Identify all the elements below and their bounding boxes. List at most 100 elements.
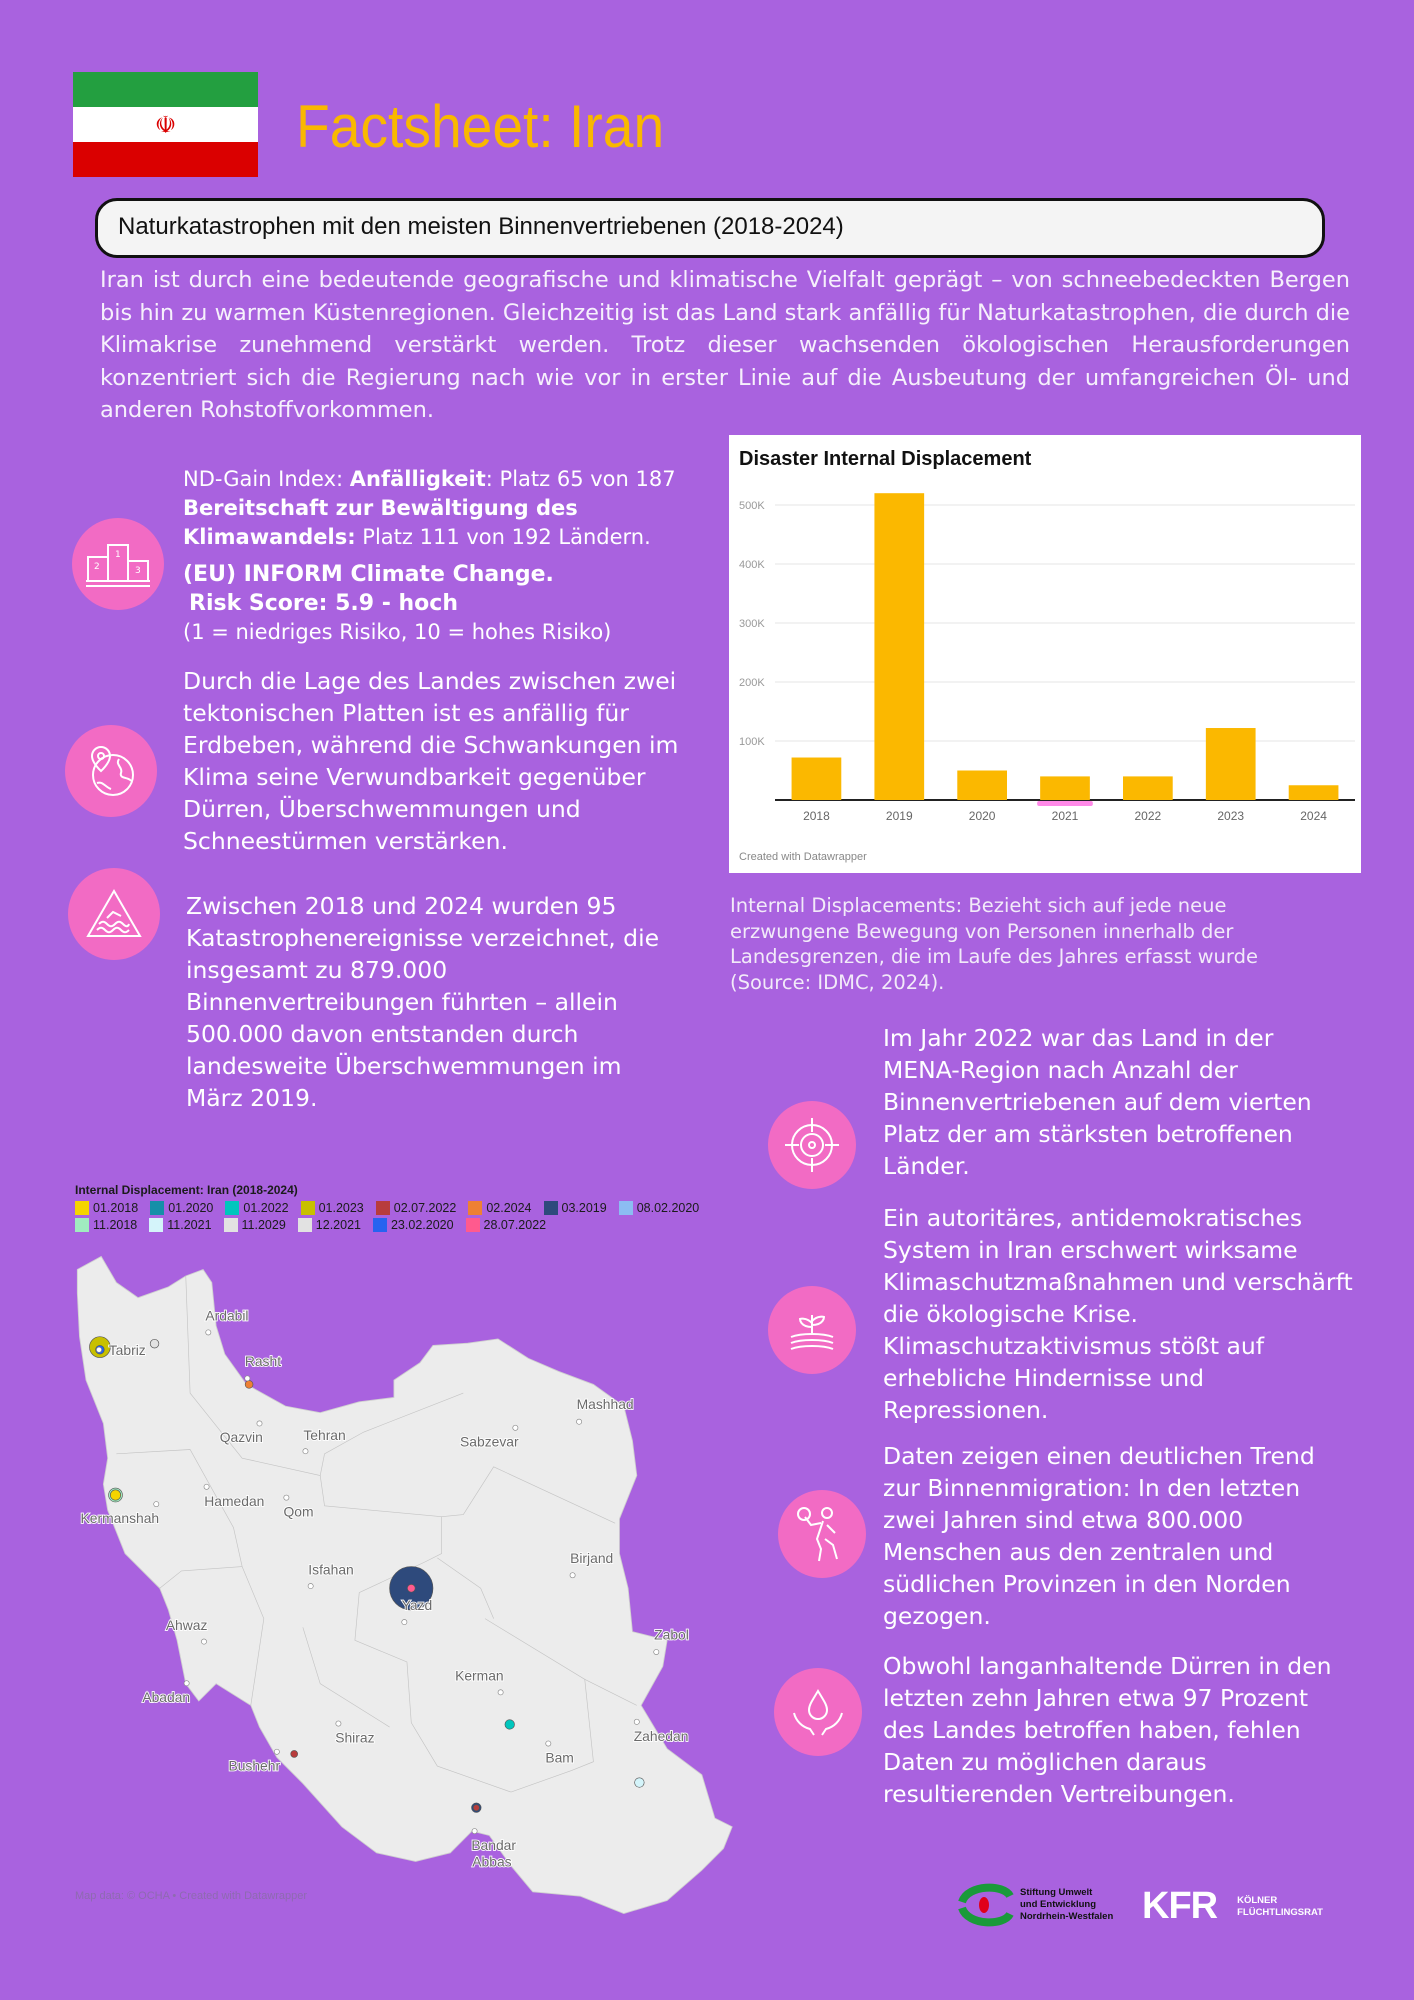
risk-score: Risk Score: 5.9 - hoch bbox=[189, 591, 458, 616]
inform-label: (EU) INFORM Climate Change. bbox=[183, 562, 554, 587]
legend-label: 02.07.2022 bbox=[393, 1201, 457, 1215]
globe-location-icon bbox=[65, 725, 157, 817]
legend-item[interactable]: 12.2021 bbox=[297, 1218, 361, 1232]
displacement-marker[interactable] bbox=[407, 1584, 416, 1593]
y-tick-label: 300K bbox=[739, 618, 765, 630]
y-tick-label: 200K bbox=[739, 677, 765, 689]
legend-item[interactable]: 08.02.2020 bbox=[618, 1201, 699, 1215]
city-label: Birjand bbox=[570, 1550, 613, 1566]
plant-icon bbox=[768, 1286, 856, 1374]
legend-label: 01.2020 bbox=[168, 1201, 214, 1215]
nd-gain-label: ND-Gain Index: bbox=[183, 467, 350, 491]
x-tick-label: 2022 bbox=[1135, 809, 1162, 823]
city-dot bbox=[633, 1718, 640, 1725]
city-label: Isfahan bbox=[308, 1561, 353, 1577]
highlight-mark bbox=[1037, 801, 1093, 806]
city-dot bbox=[307, 1583, 314, 1590]
legend-label: 23.02.2020 bbox=[390, 1218, 454, 1232]
legend-item[interactable]: 23.02.2020 bbox=[372, 1218, 454, 1232]
podium-icon: 1 2 3 bbox=[72, 518, 164, 610]
kfr-line-1: KÖLNER bbox=[1237, 1894, 1278, 1906]
legend-item[interactable]: 01.2018 bbox=[75, 1201, 138, 1215]
legend-item[interactable]: 01.2023 bbox=[300, 1201, 364, 1215]
chart-caption: Internal Displacements: Bezieht sich auf… bbox=[730, 894, 1258, 994]
city-label: Tabriz bbox=[109, 1342, 146, 1358]
water-drop-hands-icon bbox=[774, 1668, 862, 1756]
legend-item[interactable]: 03.2019 bbox=[543, 1201, 607, 1215]
svg-text:2: 2 bbox=[94, 562, 100, 572]
city-label: Ardabil bbox=[205, 1308, 248, 1324]
sue-line-1: Stiftung Umwelt bbox=[1020, 1887, 1093, 1898]
legend-label: 12.2021 bbox=[315, 1218, 361, 1232]
y-tick-label: 500K bbox=[739, 500, 765, 512]
map-legend: Internal Displacement: Iran (2018-2024) … bbox=[75, 1183, 755, 1232]
city-label: Bandar bbox=[471, 1837, 516, 1853]
tectonic-text: Durch die Lage des Landes zwischen zwei … bbox=[183, 667, 679, 855]
nd-gain-block: ND-Gain Index: Anfälligkeit: Platz 65 vo… bbox=[183, 465, 703, 647]
bar-2019 bbox=[874, 493, 925, 800]
displacement-marker[interactable] bbox=[149, 1339, 160, 1349]
sue-line-3: Nordrhein-Westfalen bbox=[1020, 1911, 1114, 1922]
y-tick-label: 100K bbox=[739, 736, 765, 748]
city-label: Shiraz bbox=[335, 1730, 374, 1746]
legend-swatch bbox=[372, 1218, 387, 1232]
city-label: Rasht bbox=[245, 1353, 281, 1369]
vulnerability-label: Anfälligkeit bbox=[349, 467, 486, 491]
x-tick-label: 2021 bbox=[1052, 809, 1079, 823]
legend-label: 03.2019 bbox=[561, 1201, 607, 1215]
city-label: Abbas bbox=[472, 1854, 511, 1870]
city-label: Ahwaz bbox=[166, 1617, 208, 1633]
legend-swatch bbox=[297, 1218, 312, 1232]
displacement-marker[interactable] bbox=[634, 1777, 645, 1788]
kfr-line-2: FLÜCHTLINGSRAT bbox=[1237, 1906, 1323, 1918]
city-label: Bushehr bbox=[228, 1757, 280, 1773]
city-dot bbox=[335, 1720, 342, 1727]
city-dot bbox=[497, 1689, 504, 1696]
legend-swatch bbox=[225, 1201, 240, 1215]
x-tick-label: 2018 bbox=[803, 809, 830, 823]
legend-item[interactable]: 11.2021 bbox=[149, 1218, 212, 1232]
flood-warning-icon bbox=[68, 868, 160, 960]
page-title: Factsheet: Iran bbox=[296, 93, 665, 160]
legend-label: 28.07.2022 bbox=[483, 1218, 547, 1232]
sue-logo-mark bbox=[958, 1883, 1014, 1927]
legend-item[interactable]: 02.07.2022 bbox=[375, 1201, 457, 1215]
city-dot bbox=[244, 1375, 251, 1382]
legend-item[interactable]: 28.07.2022 bbox=[465, 1218, 547, 1232]
city-dot bbox=[96, 1346, 102, 1353]
legend-swatch bbox=[465, 1218, 480, 1232]
displacement-marker[interactable] bbox=[244, 1380, 254, 1389]
legend-item[interactable]: 01.2020 bbox=[150, 1201, 213, 1215]
legend-item[interactable]: 11.2029 bbox=[223, 1218, 286, 1232]
kfr-logo: KFR KÖLNER FLÜCHTLINGSRAT bbox=[1142, 1885, 1323, 1928]
legend-swatch bbox=[618, 1201, 633, 1215]
x-tick-label: 2023 bbox=[1217, 809, 1244, 823]
displacement-marker[interactable] bbox=[504, 1719, 515, 1730]
city-label: Qazvin bbox=[220, 1429, 263, 1445]
legend-swatch bbox=[223, 1218, 238, 1232]
city-label: Kermanshah bbox=[81, 1510, 160, 1526]
city-dot bbox=[153, 1501, 160, 1508]
legend-swatch bbox=[375, 1201, 390, 1215]
city-label: Tehran bbox=[303, 1427, 345, 1443]
legend-label: 11.2029 bbox=[241, 1218, 286, 1232]
legend-item[interactable]: 01.2022 bbox=[225, 1201, 289, 1215]
city-dot bbox=[256, 1420, 263, 1427]
bar-2024 bbox=[1288, 785, 1339, 800]
svg-text:3: 3 bbox=[135, 566, 141, 576]
city-dot bbox=[471, 1828, 478, 1835]
city-dot bbox=[569, 1572, 576, 1579]
iran-map[interactable]: Ardabil Tabriz Rasht Mashhad Qazvin Tehran Sab… bbox=[60, 1250, 740, 1930]
legend-item[interactable]: 02.2024 bbox=[468, 1201, 532, 1215]
displacement-marker[interactable] bbox=[109, 1489, 122, 1501]
city-dot bbox=[201, 1638, 207, 1645]
displacement-marker[interactable] bbox=[472, 1804, 480, 1812]
legend-item[interactable]: 11.2018 bbox=[75, 1218, 137, 1232]
displacement-marker[interactable] bbox=[290, 1750, 298, 1758]
city-label: Abadan bbox=[142, 1689, 190, 1705]
bar-2022 bbox=[1123, 776, 1173, 800]
legend-label: 01.2023 bbox=[318, 1201, 364, 1215]
legend-label: 01.2018 bbox=[93, 1201, 139, 1215]
bar-2018 bbox=[791, 757, 842, 800]
city-dot bbox=[401, 1619, 408, 1626]
